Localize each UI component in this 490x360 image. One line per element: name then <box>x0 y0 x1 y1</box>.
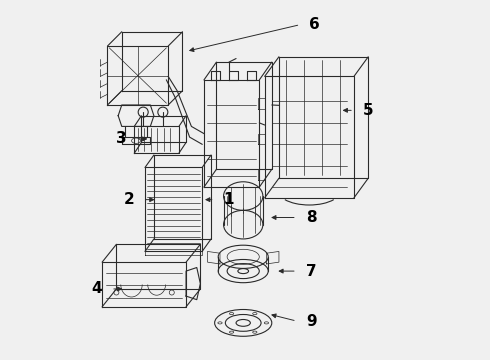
Text: 8: 8 <box>306 210 317 225</box>
Text: 6: 6 <box>309 17 320 32</box>
Text: 9: 9 <box>306 314 317 329</box>
Text: 5: 5 <box>363 103 373 118</box>
Text: 4: 4 <box>92 282 102 296</box>
Text: 7: 7 <box>306 264 317 279</box>
Text: 1: 1 <box>223 192 234 207</box>
Text: 2: 2 <box>123 192 134 207</box>
Text: 3: 3 <box>117 131 127 147</box>
